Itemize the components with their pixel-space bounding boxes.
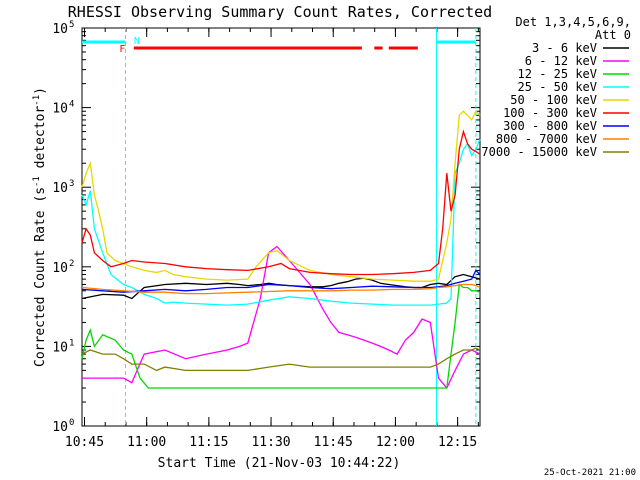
series-line-7 xyxy=(81,283,481,295)
y-tick-label: 10 xyxy=(52,22,68,37)
y-tick-exponent: 5 xyxy=(69,20,74,30)
y-tick-label: 10 xyxy=(52,181,68,196)
y-tick-label: 10 xyxy=(52,420,68,435)
legend-entry-label: 800 - 7000 keV xyxy=(496,132,597,146)
legend-entry-label: 12 - 25 keV xyxy=(518,67,597,81)
series-line-0 xyxy=(81,273,481,300)
series-line-5 xyxy=(81,129,481,276)
y-axis-label-part: detector xyxy=(33,106,48,177)
flag-bars: NF xyxy=(82,28,477,426)
y-tick-exponent: 1 xyxy=(69,338,74,348)
y-tick-exponent: 3 xyxy=(69,179,74,189)
night-flag-label: N xyxy=(134,36,140,47)
series-line-6 xyxy=(81,269,481,293)
y-tick-exponent: 2 xyxy=(69,259,74,269)
legend-header-line2: Att 0 xyxy=(595,28,631,42)
series-line-3 xyxy=(81,139,481,306)
x-axis-ticks: 10:45 11:00 11:15 11:30 11:45 12:00 12:15 xyxy=(65,28,479,450)
y-tick-label: 10 xyxy=(52,340,68,355)
x-tick-label: 12:15 xyxy=(438,435,477,450)
x-tick-label: 11:00 xyxy=(127,435,166,450)
series-line-4 xyxy=(81,110,481,282)
footer-date: 25-Oct-2021 21:00 xyxy=(544,468,636,478)
flare-flag-label: F xyxy=(119,44,125,55)
y-tick-exponent: 4 xyxy=(69,100,74,110)
chart-title: RHESSI Observing Summary Count Rates, Co… xyxy=(68,3,492,21)
x-axis-label: Start Time (21-Nov-03 10:44:22) xyxy=(158,456,401,471)
plot-area xyxy=(81,27,481,427)
y-tick-label: 10 xyxy=(52,102,68,117)
legend-entry-label: 7000 - 15000 keV xyxy=(481,145,597,159)
x-tick-label: 11:30 xyxy=(251,435,290,450)
x-tick-label: 10:45 xyxy=(65,435,104,450)
x-tick-label: 11:45 xyxy=(314,435,353,450)
legend-entry-label: 50 - 100 keV xyxy=(510,93,597,107)
y-axis-label-part: ) xyxy=(33,87,48,95)
y-axis-label: Corrected Count Rate (s-1 detector-1) xyxy=(32,87,48,367)
y-axis-label-part: -1 xyxy=(32,176,42,187)
y-tick-exponent: 0 xyxy=(69,418,74,428)
legend-header-line1: Det 1,3,4,5,6,9, xyxy=(515,15,631,29)
legend-entry-label: 100 - 300 keV xyxy=(503,106,597,120)
legend-entry-label: 25 - 50 keV xyxy=(518,80,597,94)
series-layer xyxy=(81,110,481,390)
x-tick-label: 11:15 xyxy=(189,435,228,450)
legend-entry-label: 6 - 12 keV xyxy=(525,54,597,68)
y-tick-label: 10 xyxy=(52,261,68,276)
series-line-8 xyxy=(81,347,481,372)
series-line-1 xyxy=(82,245,481,390)
plot-frame xyxy=(81,27,481,427)
legend-entry-label: 300 - 800 keV xyxy=(503,119,597,133)
x-tick-label: 12:00 xyxy=(376,435,415,450)
y-axis-label-part: -1 xyxy=(32,95,42,106)
legend-entry-label: 3 - 6 keV xyxy=(532,41,597,55)
y-axis-label-part: Corrected Count Rate (s xyxy=(33,187,48,367)
series-line-2 xyxy=(81,283,481,389)
